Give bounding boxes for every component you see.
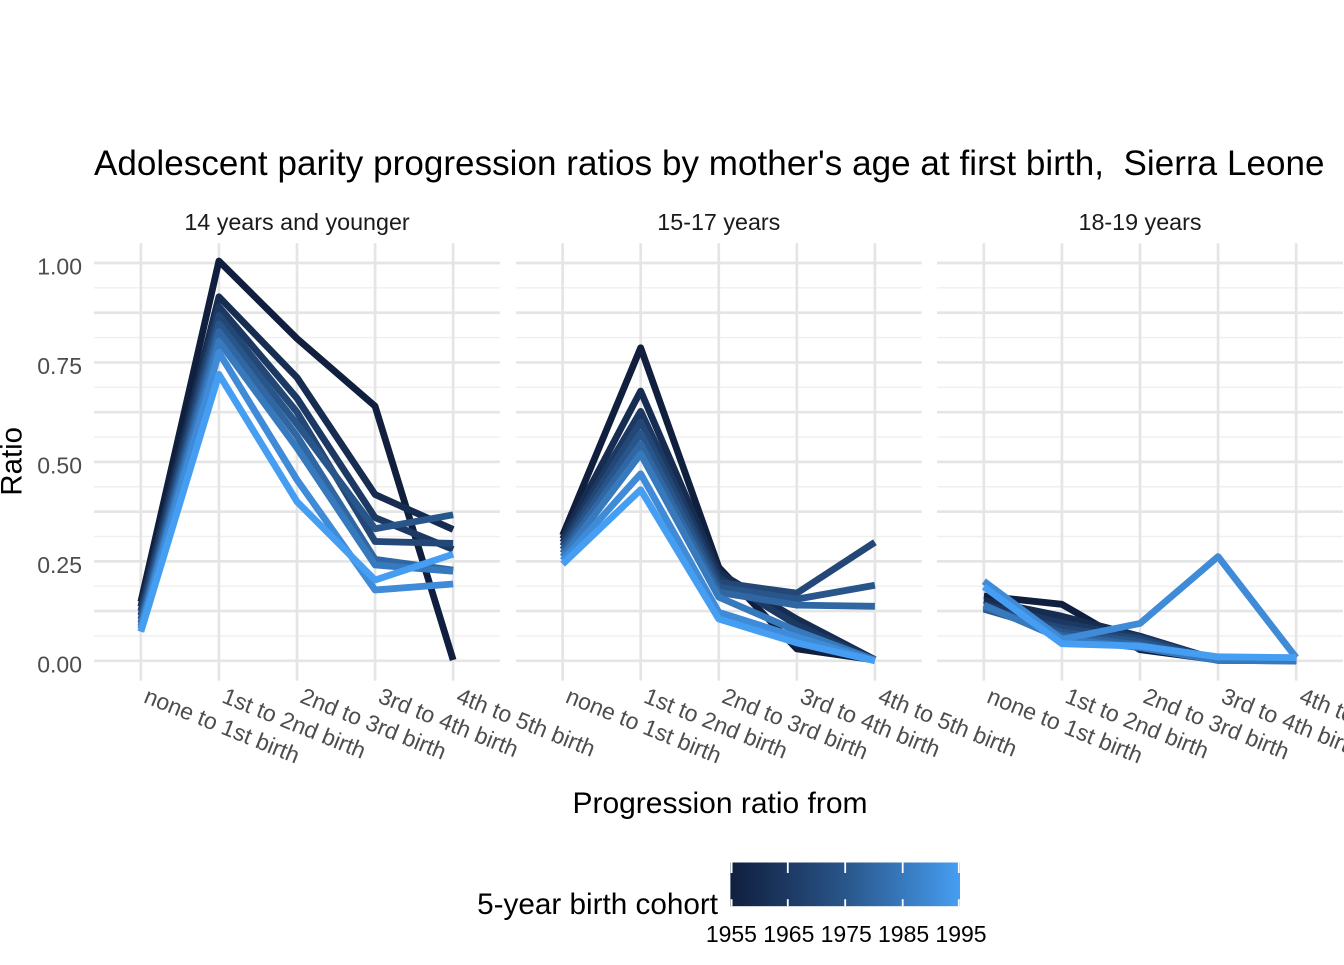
svg-text:14 years and younger: 14 years and younger bbox=[184, 209, 410, 235]
svg-text:5-year birth cohort: 5-year birth cohort bbox=[477, 888, 719, 921]
svg-text:Ratio: Ratio bbox=[0, 427, 29, 496]
svg-text:1975: 1975 bbox=[821, 921, 872, 947]
svg-text:Adolescent parity progression: Adolescent parity progression ratios by … bbox=[94, 144, 1325, 183]
svg-text:1955: 1955 bbox=[706, 921, 757, 947]
svg-text:1.00: 1.00 bbox=[37, 254, 82, 280]
svg-text:1965: 1965 bbox=[763, 921, 814, 947]
svg-text:0.50: 0.50 bbox=[37, 452, 82, 478]
svg-text:1985: 1985 bbox=[878, 921, 929, 947]
svg-text:1995: 1995 bbox=[935, 921, 986, 947]
svg-text:18-19 years: 18-19 years bbox=[1078, 209, 1201, 235]
svg-text:0.75: 0.75 bbox=[37, 353, 82, 379]
svg-text:0.25: 0.25 bbox=[37, 552, 82, 578]
svg-text:0.00: 0.00 bbox=[37, 651, 82, 677]
svg-text:Progression ratio from: Progression ratio from bbox=[572, 787, 867, 820]
svg-text:15-17 years: 15-17 years bbox=[657, 209, 780, 235]
